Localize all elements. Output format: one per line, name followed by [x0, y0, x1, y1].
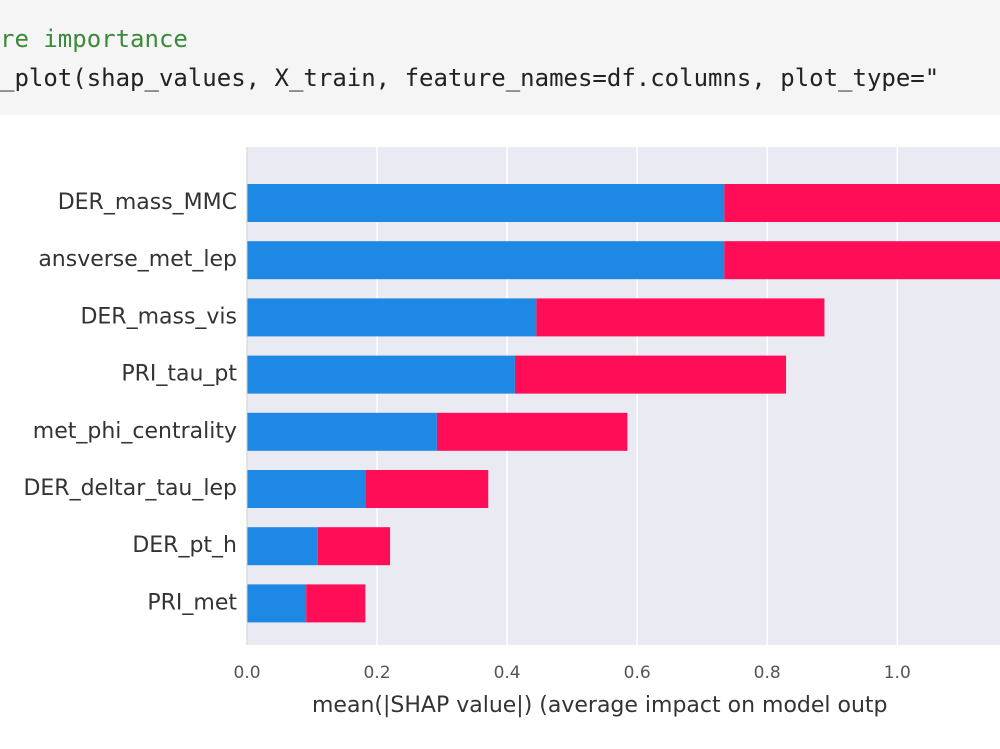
bar-segment — [247, 527, 318, 566]
code-cell — [0, 0, 1000, 115]
y-tick-label: DER_deltar_tau_lep — [23, 476, 237, 501]
y-tick-label: DER_mass_MMC — [58, 190, 237, 215]
bar-segment — [724, 184, 1000, 222]
y-tick-label: DER_pt_h — [132, 533, 237, 558]
bar-segment — [514, 355, 787, 394]
code-line: _plot(shap_values, X_train, feature_name… — [0, 64, 939, 92]
bar-segment — [247, 412, 437, 451]
bar-segment — [317, 527, 391, 566]
bar-segment — [247, 584, 307, 623]
y-tick-label: PRI_tau_pt — [121, 362, 237, 387]
y-tick-label: met_phi_centrality — [33, 419, 237, 444]
bar-segment — [536, 298, 825, 337]
bar-segment — [247, 241, 725, 280]
x-tick-label: 0.6 — [624, 663, 651, 683]
x-tick-label: 0.8 — [754, 663, 781, 683]
bar-segment — [247, 184, 725, 222]
bar-segment — [247, 298, 537, 337]
y-tick-label: ansverse_met_lep — [38, 247, 237, 272]
bar-segment — [247, 355, 515, 394]
x-tick-label: 0.4 — [494, 663, 521, 683]
bar-segment — [436, 412, 628, 451]
y-tick-label: PRI_met — [147, 590, 237, 615]
bar-segment — [365, 470, 489, 508]
x-axis-label: mean(|SHAP value|) (average impact on mo… — [312, 693, 888, 718]
bar-segment — [247, 470, 366, 508]
y-tick-label: DER_mass_vis — [80, 304, 237, 329]
code-comment: re importance — [0, 25, 188, 53]
x-tick-label: 1.0 — [884, 663, 911, 683]
x-tick-label: 0.2 — [364, 663, 391, 683]
bar-segment — [724, 241, 1000, 280]
x-tick-label: 0.0 — [233, 663, 260, 683]
bar-segment — [306, 584, 366, 623]
